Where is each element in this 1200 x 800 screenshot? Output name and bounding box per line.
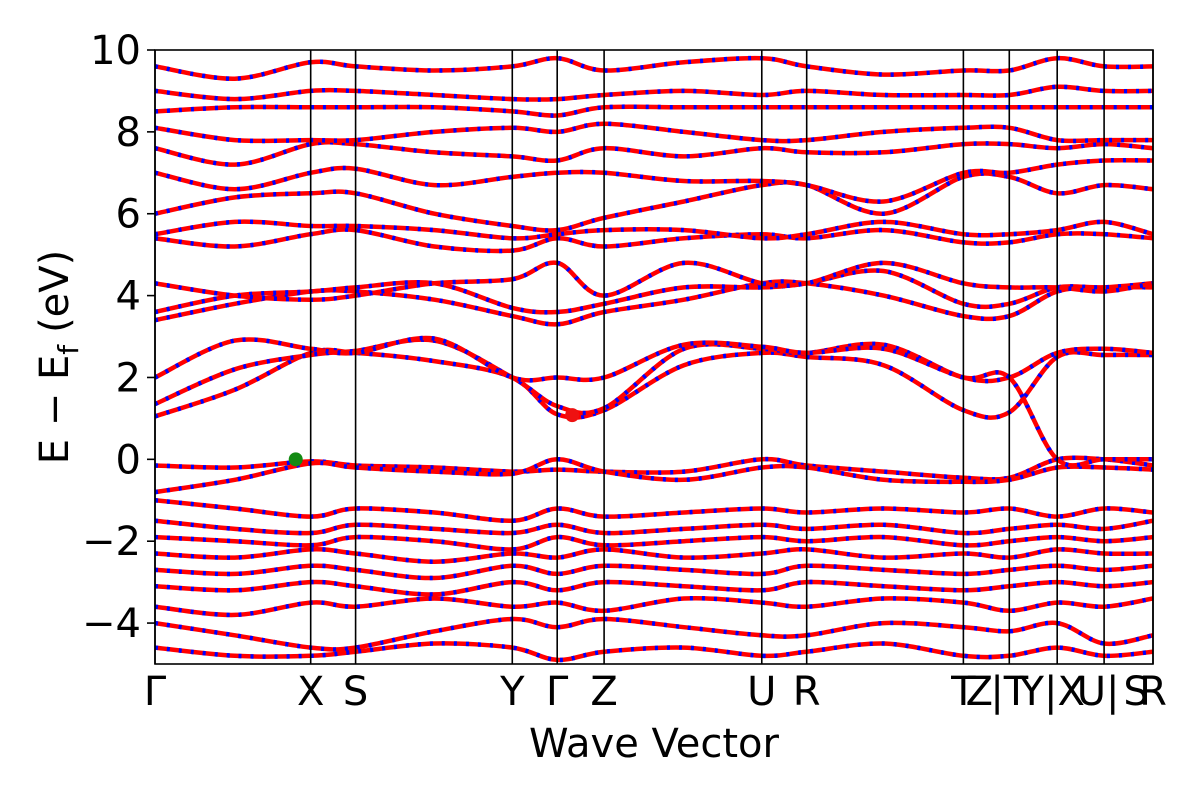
x-tick-label: Y|X: [1019, 669, 1085, 715]
band-11-spin-up: [155, 157, 1153, 204]
y-axis-ticks: −4 −2 0 2 4 6 8 10: [82, 28, 155, 647]
x-tick-label: U: [747, 669, 776, 715]
band-13-spin-down: [155, 121, 1153, 144]
plot-frame: [154, 49, 1154, 665]
bands-layer: [155, 55, 1153, 663]
y-tick-label: −2: [82, 519, 141, 565]
band-14-spin-down: [155, 104, 1153, 118]
band-2-spin-down: [155, 347, 1153, 420]
x-tick-label: Y: [499, 669, 525, 715]
band-22-spin-down: [155, 579, 1153, 597]
band-6-spin-down: [155, 268, 1153, 315]
y-tick-label: −4: [82, 601, 141, 647]
x-tick-label: Γ: [546, 669, 569, 715]
x-tick-label: R: [1139, 669, 1167, 715]
y-tick-label: 2: [116, 355, 141, 401]
x-tick-label: Z: [590, 669, 617, 715]
x-tick-label: S: [343, 669, 368, 715]
band-4-spin-down: [155, 335, 1153, 468]
band-1-spin-up: [155, 457, 1153, 495]
x-tick-label: S: [1123, 669, 1148, 715]
band-8-spin-up: [155, 227, 1153, 254]
band-19-spin-down: [155, 534, 1153, 552]
band-10-spin-up: [155, 171, 1153, 233]
y-tick-label: 0: [116, 437, 141, 483]
band-21-spin-down: [155, 563, 1153, 581]
y-tick-label: 8: [116, 110, 141, 156]
band-extrema-markers: [288, 408, 580, 467]
x-tick-label: T: [950, 669, 976, 715]
y-tick-label: 4: [116, 274, 141, 320]
band-18-spin-down: [155, 518, 1153, 536]
band-9-spin-down: [155, 219, 1153, 241]
y-axis-label-main: E − E: [32, 355, 78, 465]
y-axis-label-unit: (eV): [32, 250, 78, 333]
x-tick-label: X: [297, 669, 324, 715]
band-2-spin-up: [155, 347, 1153, 420]
band-7-spin-down: [155, 260, 1153, 302]
band-3-spin-up: [155, 337, 1153, 416]
vbm-marker: [288, 452, 303, 467]
band-17-spin-down: [155, 498, 1153, 523]
band-0-spin-down: [155, 455, 1153, 482]
x-axis-label: Wave Vector: [529, 721, 780, 767]
x-tick-label: Γ: [144, 669, 167, 715]
band-24-spin-up: [155, 616, 1153, 652]
band-10-spin-down: [155, 171, 1153, 233]
x-tick-label: R: [793, 669, 821, 715]
band-16-spin-up: [155, 55, 1153, 81]
band-15-spin-up: [155, 84, 1153, 102]
x-tick-label: |T: [990, 669, 1028, 715]
y-tick-label: 10: [90, 28, 141, 74]
band-14-spin-up: [155, 104, 1153, 118]
band-20-spin-down: [155, 547, 1153, 564]
x-tick-label: Z: [966, 669, 993, 715]
band-3-spin-down: [155, 337, 1153, 416]
band-16-spin-down: [155, 55, 1153, 81]
y-tick-label: 6: [116, 192, 141, 238]
cbm-marker: [565, 408, 580, 423]
band-23-spin-down: [155, 595, 1153, 618]
band-25-spin-down: [155, 641, 1153, 663]
y-axis-label-subscript: f: [52, 344, 85, 355]
x-axis-kpoint-labels: Γ X S Y Γ Z U R TZ|TY|XU| SR: [144, 669, 1167, 715]
band-15-spin-down: [155, 84, 1153, 102]
x-tick-label: U|: [1077, 669, 1120, 715]
y-axis-label: E − Ef (eV): [32, 250, 85, 465]
